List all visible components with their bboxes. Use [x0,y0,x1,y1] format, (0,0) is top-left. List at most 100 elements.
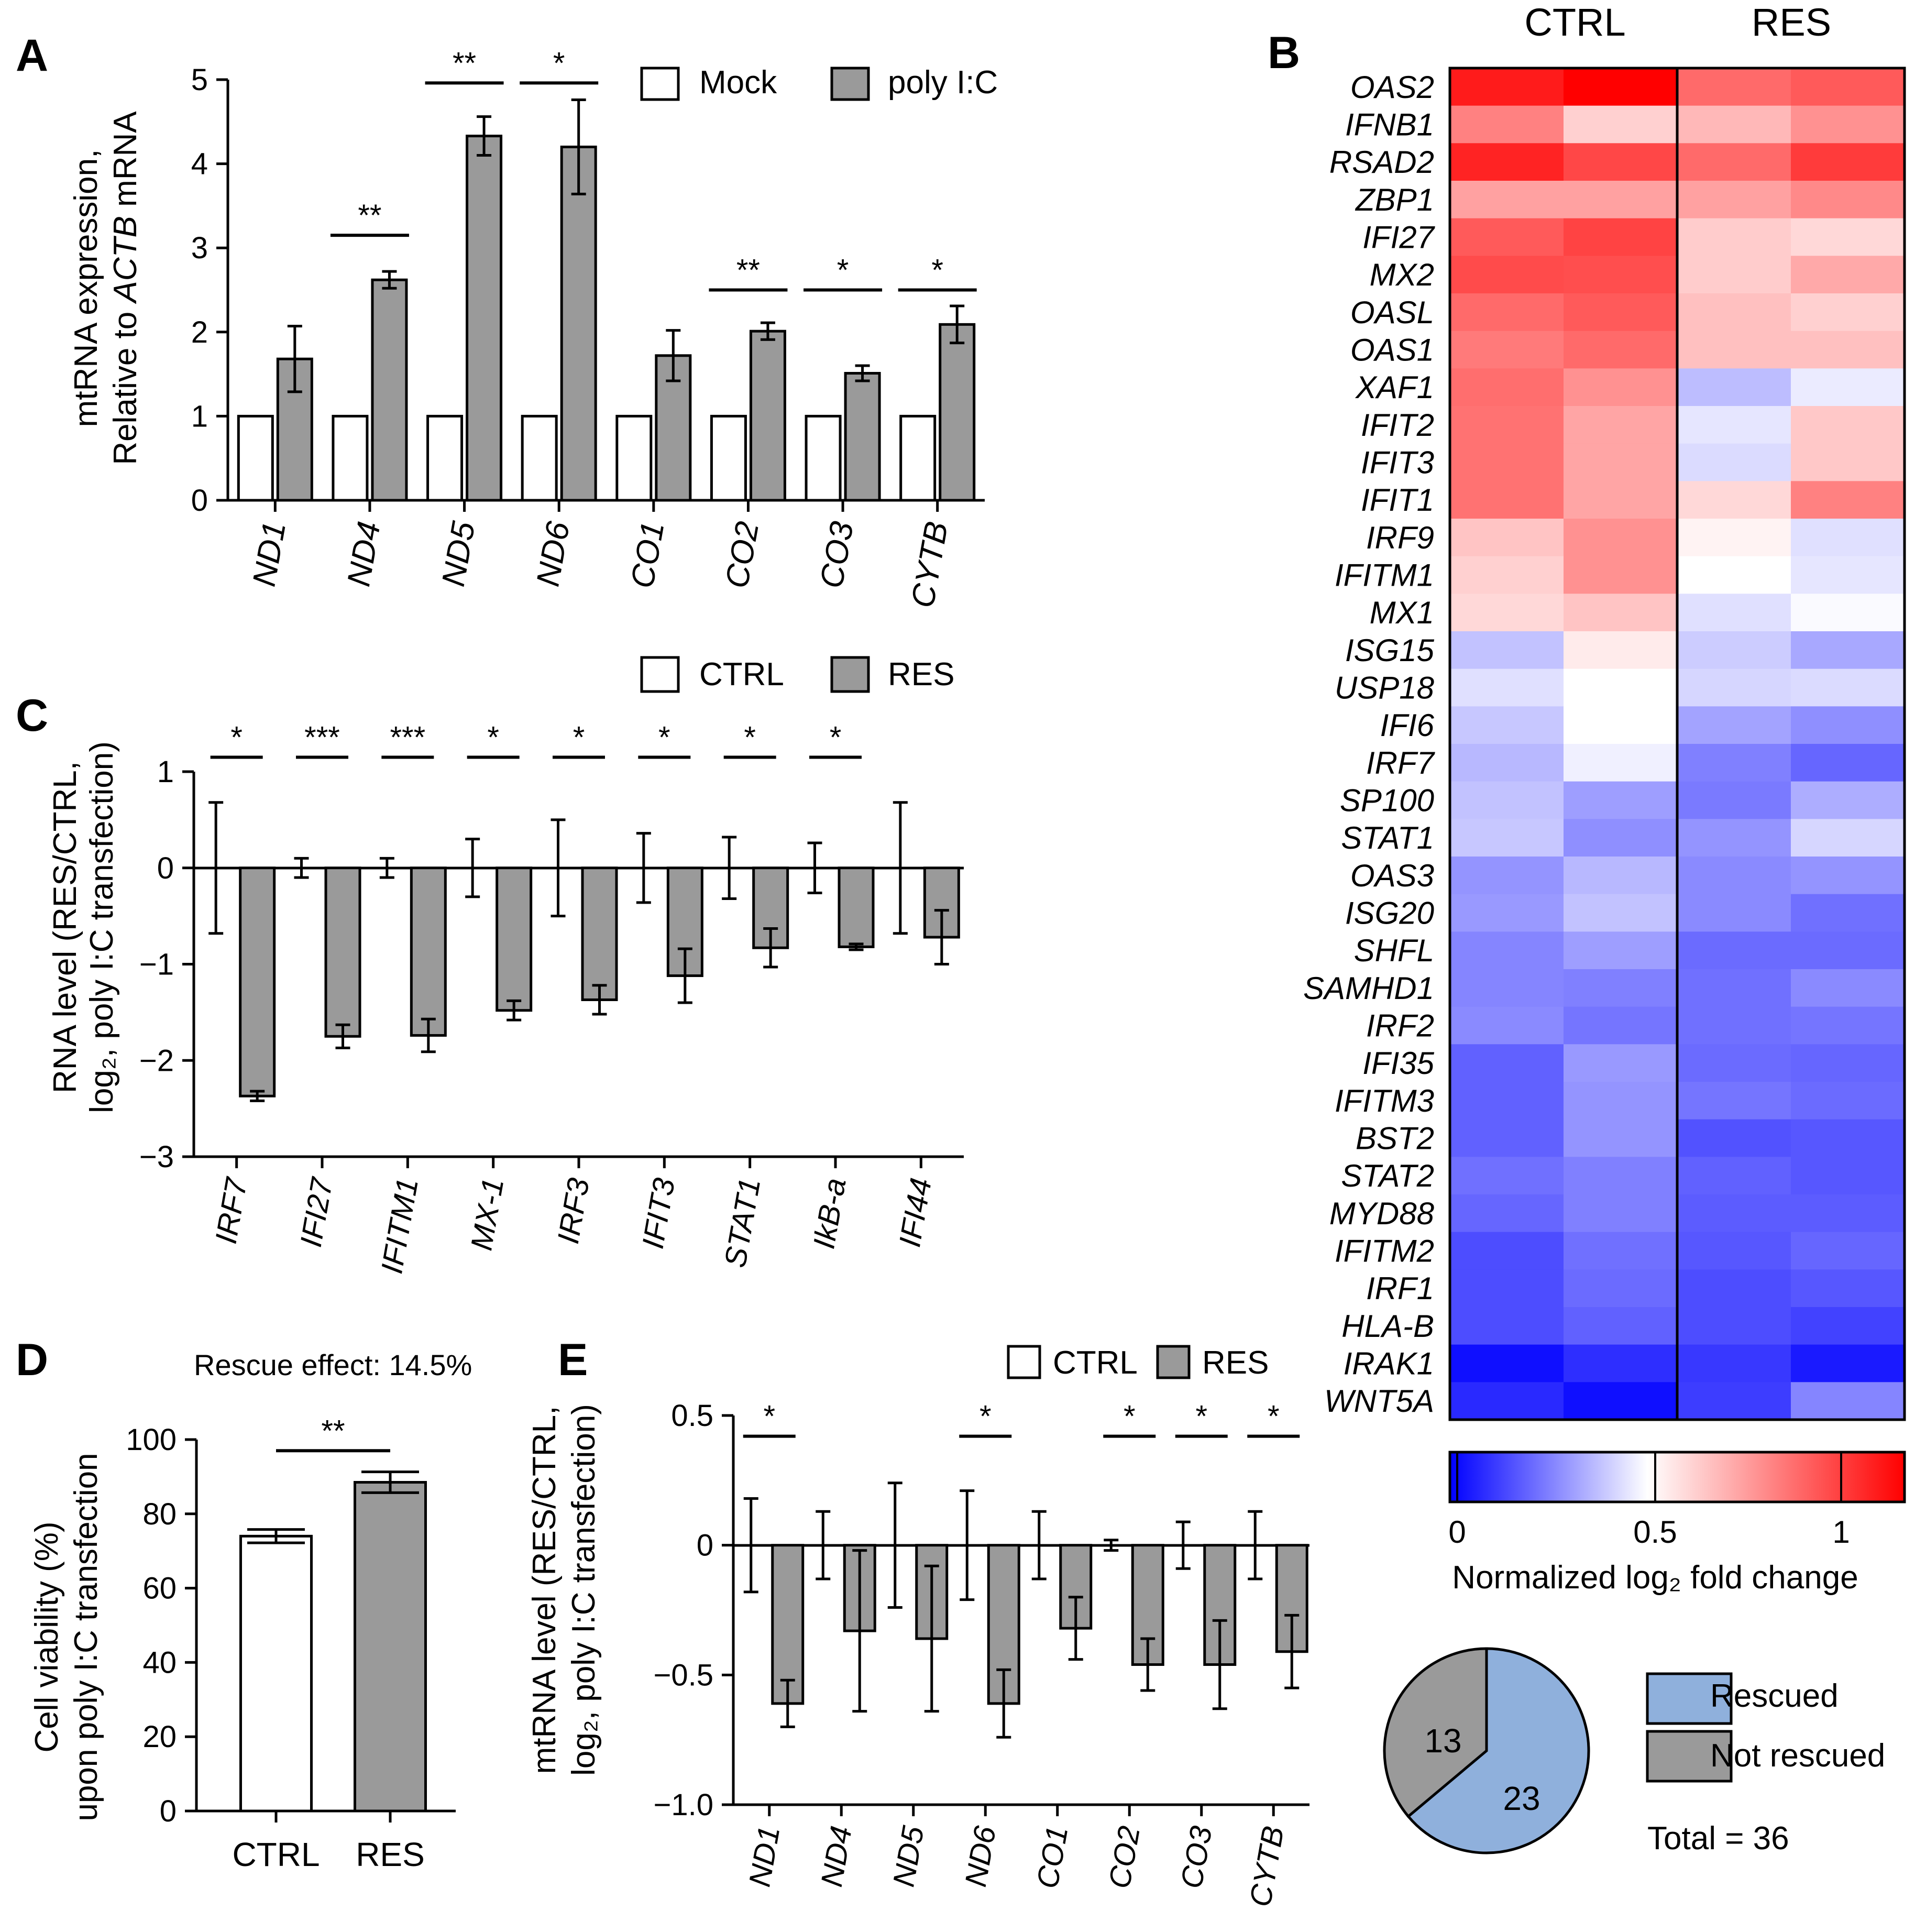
heatmap-cell [1450,331,1564,369]
significance-stars: * [837,254,849,288]
heatmap-cell [1677,443,1791,481]
heatmap-cell [1564,368,1678,407]
heatmap-row-label: BST2 [1356,1121,1434,1156]
panel-label-d: D [16,1335,48,1385]
significance-stars: ** [453,46,476,80]
x-tick-label: STAT1 [718,1176,767,1270]
significance-stars: * [931,254,943,288]
bar-series-1 [838,866,875,948]
heatmap-cell [1677,218,1791,256]
x-tick-label: ND4 [815,1824,859,1890]
x-tick-label: CO3 [813,519,861,591]
heatmap-cell [1450,443,1564,481]
heatmap-cell [1564,857,1678,895]
y-tick-label: −3 [139,1140,174,1174]
bar-0 [239,1534,313,1813]
heatmap-cell [1450,781,1564,819]
x-tick-label: ND6 [530,519,577,589]
error-bar-series-0 [893,801,908,935]
y-tick-label: −2 [139,1044,174,1078]
heatmap-cell [1677,668,1791,707]
heatmap-cell [1791,256,1905,294]
pie-total: Total = 36 [1647,1820,1789,1857]
heatmap-cell [1791,631,1905,669]
heatmap-row-label: MYD88 [1329,1196,1435,1231]
legend-e-ctrl-swatch [1007,1345,1041,1379]
heatmap-cell [1677,1307,1791,1345]
heatmap-cell [1791,481,1905,519]
x-tick-label: IFI27 [294,1174,339,1249]
heatmap-cell [1677,706,1791,744]
colorbar [1448,1451,1906,1503]
legend-a-mock-swatch [640,67,680,101]
error-bar-series-0 [960,1489,975,1601]
heatmap-cell [1677,744,1791,782]
error-bar-series-1 [507,999,522,1022]
panel-d-ylabel-line2: upon poly I:C transfection [68,1453,104,1821]
heatmap-cell [1677,894,1791,932]
heatmap-cell [1564,105,1678,144]
pie-chart: 13 23 Rescued Not rescued Total = 36 [1383,1647,1885,1857]
heatmap-cell [1450,1157,1564,1195]
heatmap-cell [1677,1382,1791,1420]
colorbar-ticklabel-0: 0 [1448,1514,1466,1550]
heatmap-cell [1564,1269,1678,1308]
legend-a-polyic-label: poly I:C [888,64,998,101]
y-tick-label: 40 [142,1645,177,1679]
heatmap-cell [1677,1232,1791,1270]
y-tick-label: 0 [697,1529,713,1563]
legend-c-ctrl-swatch [640,656,680,693]
heatmap-cell [1791,1006,1905,1045]
legend-pie-not-rescued-swatch [1646,1730,1733,1783]
heatmap-cell [1677,256,1791,294]
heatmap-cell [1564,1082,1678,1120]
panel-label-b: B [1268,28,1300,78]
x-tick-label: IFITM1 [375,1176,425,1276]
x-tick-label: ND5 [435,519,482,589]
heatmap-row-label: SP100 [1340,783,1434,818]
heatmap-row-label: IRF9 [1366,520,1434,555]
heatmap-cell [1791,857,1905,895]
heatmap-cell [1450,368,1564,407]
heatmap-cell [1677,68,1791,106]
heatmap-cell [1450,256,1564,294]
significance-stars: *** [304,720,340,754]
legend-a-mock-label: Mock [699,64,777,101]
x-tick-label: IFI44 [893,1176,938,1249]
panel-c-ylabel-line1: RNA level (RES/CTRL, [47,761,83,1093]
heatmap-cell [1564,781,1678,819]
bar-series-1 [1059,1544,1093,1630]
heatmap-cell [1450,706,1564,744]
heatmap-cell [1791,668,1905,707]
legend-c-res-label: RES [888,656,954,693]
heatmap-cell [1791,68,1905,106]
heatmap-cell [1450,293,1564,332]
significance-stars: * [658,720,670,754]
error-bar-1 [361,1470,419,1494]
heatmap-row-label: ISG20 [1345,896,1434,931]
heatmap-cell [1791,1232,1905,1270]
error-bar-series-0 [1175,1520,1191,1570]
x-tick-label: IkB-a [807,1176,853,1252]
heatmap-cell [1677,556,1791,594]
heatmap-cell [1450,1307,1564,1345]
heatmap-cell [1450,1006,1564,1045]
heatmap-cell [1791,1344,1905,1382]
y-tick-label: 5 [191,63,208,97]
heatmap-cell [1450,519,1564,557]
error-bar-series-1 [934,909,949,965]
heatmap-row-label: OASL [1350,295,1434,330]
heatmap-cell [1564,143,1678,181]
heatmap-cell [1564,331,1678,369]
heatmap-cell [1791,368,1905,407]
error-bar-series-0 [1248,1510,1263,1580]
heatmap-cell [1677,406,1791,444]
error-bar-series-1 [666,329,681,382]
heatmap-row-label: USP18 [1335,671,1435,706]
error-bar-series-1 [849,942,864,951]
legend-e-res-swatch [1156,1345,1191,1379]
significance-stars: * [553,46,565,80]
heatmap-cell [1677,143,1791,181]
significance-stars: * [230,720,243,754]
panel-a-ylabel-line1: mtRNA expression, [68,149,104,427]
